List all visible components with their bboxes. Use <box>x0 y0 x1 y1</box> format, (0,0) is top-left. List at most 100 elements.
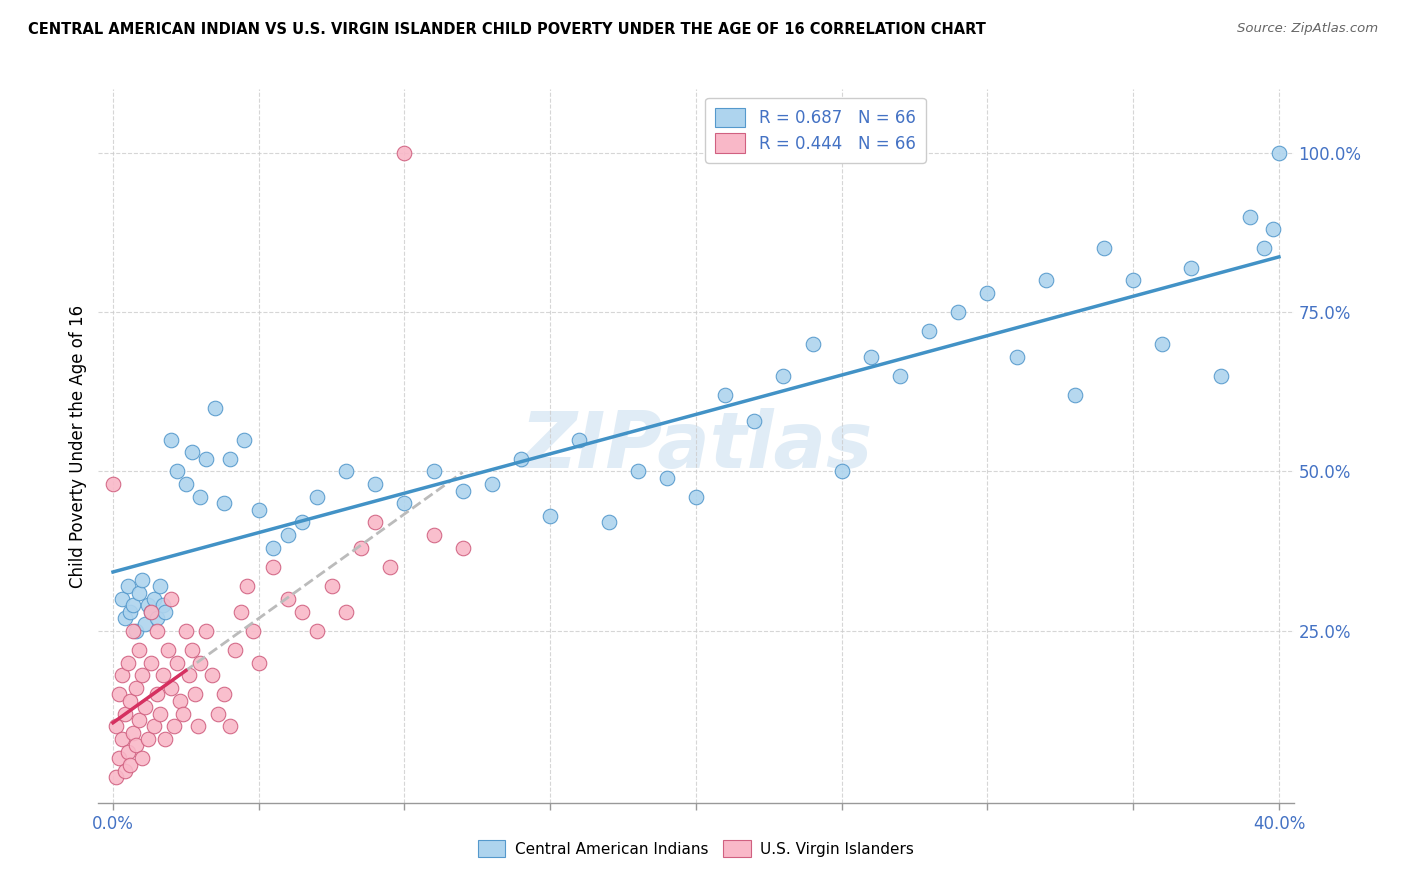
Text: CENTRAL AMERICAN INDIAN VS U.S. VIRGIN ISLANDER CHILD POVERTY UNDER THE AGE OF 1: CENTRAL AMERICAN INDIAN VS U.S. VIRGIN I… <box>28 22 986 37</box>
Point <box>145 611 167 625</box>
Point <box>204 401 226 415</box>
Point <box>114 764 136 778</box>
Point <box>1261 222 1284 236</box>
Point <box>335 465 357 479</box>
Point <box>120 605 142 619</box>
Point <box>160 433 183 447</box>
Point <box>190 490 212 504</box>
Y-axis label: Child Poverty Under the Age of 16: Child Poverty Under the Age of 16 <box>69 304 87 588</box>
Point <box>152 668 174 682</box>
Point <box>1092 242 1115 256</box>
Point <box>117 745 139 759</box>
Point <box>122 624 145 638</box>
Point <box>157 643 180 657</box>
Point <box>422 528 444 542</box>
Point <box>451 541 474 555</box>
Point <box>122 599 145 613</box>
Point <box>195 451 218 466</box>
Point <box>262 541 284 555</box>
Point <box>122 725 145 739</box>
Point <box>104 770 127 784</box>
Point <box>1209 368 1232 383</box>
Point <box>172 706 194 721</box>
Point <box>125 681 148 695</box>
Point <box>655 471 678 485</box>
Point <box>1005 350 1028 364</box>
Point <box>918 324 941 338</box>
Point <box>685 490 707 504</box>
Point <box>160 591 183 606</box>
Point <box>174 624 197 638</box>
Text: Source: ZipAtlas.com: Source: ZipAtlas.com <box>1237 22 1378 36</box>
Point <box>1253 242 1275 256</box>
Point <box>568 433 591 447</box>
Point <box>114 706 136 721</box>
Point <box>108 751 131 765</box>
Point <box>262 560 284 574</box>
Point <box>149 706 172 721</box>
Point <box>136 599 159 613</box>
Point <box>139 656 162 670</box>
Point <box>183 688 205 702</box>
Text: ZIPatlas: ZIPatlas <box>520 408 872 484</box>
Point <box>111 591 134 606</box>
Legend: Central American Indians, U.S. Virgin Islanders: Central American Indians, U.S. Virgin Is… <box>468 830 924 866</box>
Point <box>207 706 229 721</box>
Point <box>481 477 503 491</box>
Point <box>128 713 150 727</box>
Point <box>224 643 246 657</box>
Point <box>169 694 191 708</box>
Point <box>218 719 240 733</box>
Point <box>134 617 156 632</box>
Point <box>1268 145 1291 160</box>
Point <box>155 605 177 619</box>
Point <box>538 509 561 524</box>
Point <box>180 445 202 459</box>
Point <box>166 656 188 670</box>
Point <box>190 656 212 670</box>
Point <box>291 605 314 619</box>
Point <box>218 451 240 466</box>
Point <box>212 496 235 510</box>
Point <box>149 579 172 593</box>
Point <box>142 719 165 733</box>
Point <box>195 624 218 638</box>
Point <box>236 579 259 593</box>
Point <box>742 413 765 427</box>
Point <box>321 579 343 593</box>
Point <box>231 605 253 619</box>
Point <box>335 605 357 619</box>
Point <box>131 751 153 765</box>
Point <box>163 719 186 733</box>
Point <box>242 624 264 638</box>
Point <box>145 624 167 638</box>
Point <box>212 688 235 702</box>
Point <box>104 719 127 733</box>
Point <box>1035 273 1057 287</box>
Point <box>155 732 177 747</box>
Point <box>247 502 270 516</box>
Point <box>859 350 882 364</box>
Point <box>394 496 416 510</box>
Point <box>305 490 328 504</box>
Point <box>233 433 256 447</box>
Point <box>142 591 165 606</box>
Point <box>117 656 139 670</box>
Point <box>177 668 200 682</box>
Point <box>1180 260 1202 275</box>
Point <box>101 477 124 491</box>
Point <box>831 465 853 479</box>
Point <box>364 477 387 491</box>
Point <box>889 368 911 383</box>
Point <box>510 451 533 466</box>
Point <box>131 668 153 682</box>
Point <box>145 688 167 702</box>
Point <box>598 516 620 530</box>
Point <box>277 591 299 606</box>
Point <box>976 286 998 301</box>
Point <box>305 624 328 638</box>
Point <box>1239 210 1261 224</box>
Point <box>201 668 224 682</box>
Point <box>131 573 153 587</box>
Point <box>451 483 474 498</box>
